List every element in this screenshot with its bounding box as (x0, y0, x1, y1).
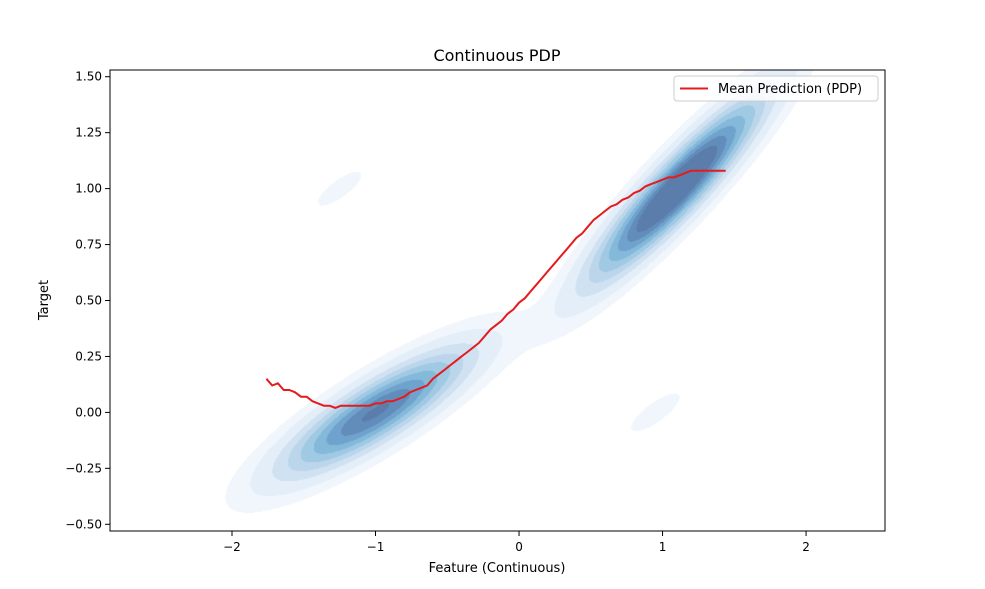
y-tick-label: −0.25 (65, 461, 102, 475)
y-tick-label: 0.50 (75, 294, 102, 308)
x-tick-label: 0 (515, 540, 523, 554)
density-contours (110, 70, 885, 531)
legend: Mean Prediction (PDP) (673, 75, 879, 102)
legend-label: Mean Prediction (PDP) (718, 82, 862, 97)
y-tick-label: 0.75 (75, 238, 102, 252)
y-tick-label: 1.25 (75, 126, 102, 140)
y-tick-label: 1.50 (75, 70, 102, 84)
x-tick-label: −1 (367, 540, 385, 554)
pdp-line (265, 169, 726, 409)
y-axis: −0.50 −0.25 0.00 0.25 0.50 0.75 1.00 1.25 1.50 (65, 70, 110, 531)
y-tick-label: 1.00 (75, 182, 102, 196)
y-tick-label: 0.25 (75, 349, 102, 363)
legend-box (673, 75, 879, 102)
x-tick-label: 2 (802, 540, 810, 554)
x-tick-label: 1 (659, 540, 667, 554)
x-axis-label: Feature (Continuous) (429, 561, 566, 576)
chart-title: Continuous PDP (433, 46, 560, 65)
x-axis: −2 −1 0 1 2 (223, 531, 810, 554)
x-tick-label: −2 (223, 540, 241, 554)
y-axis-label: Target (37, 280, 52, 321)
density-fill (110, 70, 885, 531)
y-tick-label: 0.00 (75, 405, 102, 419)
pdp-line-layer (265, 169, 726, 409)
y-tick-label: −0.50 (65, 517, 102, 531)
